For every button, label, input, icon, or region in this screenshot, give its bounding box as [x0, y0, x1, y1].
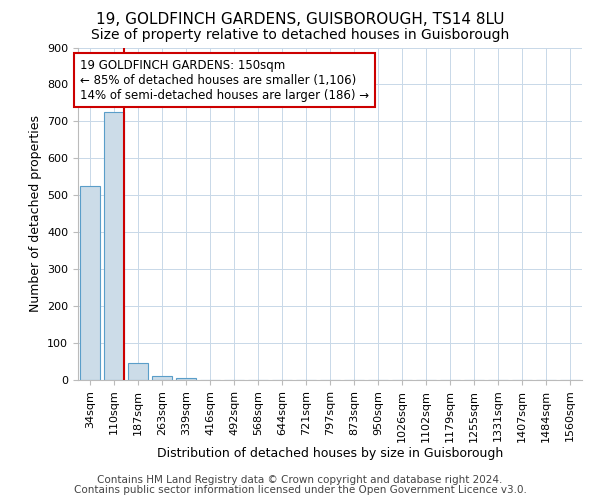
Text: Contains HM Land Registry data © Crown copyright and database right 2024.: Contains HM Land Registry data © Crown c… — [97, 475, 503, 485]
Bar — [176, 378, 196, 380]
Text: 19, GOLDFINCH GARDENS, GUISBOROUGH, TS14 8LU: 19, GOLDFINCH GARDENS, GUISBOROUGH, TS14… — [96, 12, 504, 28]
Bar — [80, 186, 100, 380]
Bar — [152, 376, 172, 380]
Text: 19 GOLDFINCH GARDENS: 150sqm
← 85% of detached houses are smaller (1,106)
14% of: 19 GOLDFINCH GARDENS: 150sqm ← 85% of de… — [80, 58, 370, 102]
X-axis label: Distribution of detached houses by size in Guisborough: Distribution of detached houses by size … — [157, 448, 503, 460]
Text: Size of property relative to detached houses in Guisborough: Size of property relative to detached ho… — [91, 28, 509, 42]
Text: Contains public sector information licensed under the Open Government Licence v3: Contains public sector information licen… — [74, 485, 526, 495]
Bar — [104, 112, 124, 380]
Y-axis label: Number of detached properties: Number of detached properties — [29, 116, 41, 312]
Bar — [128, 364, 148, 380]
